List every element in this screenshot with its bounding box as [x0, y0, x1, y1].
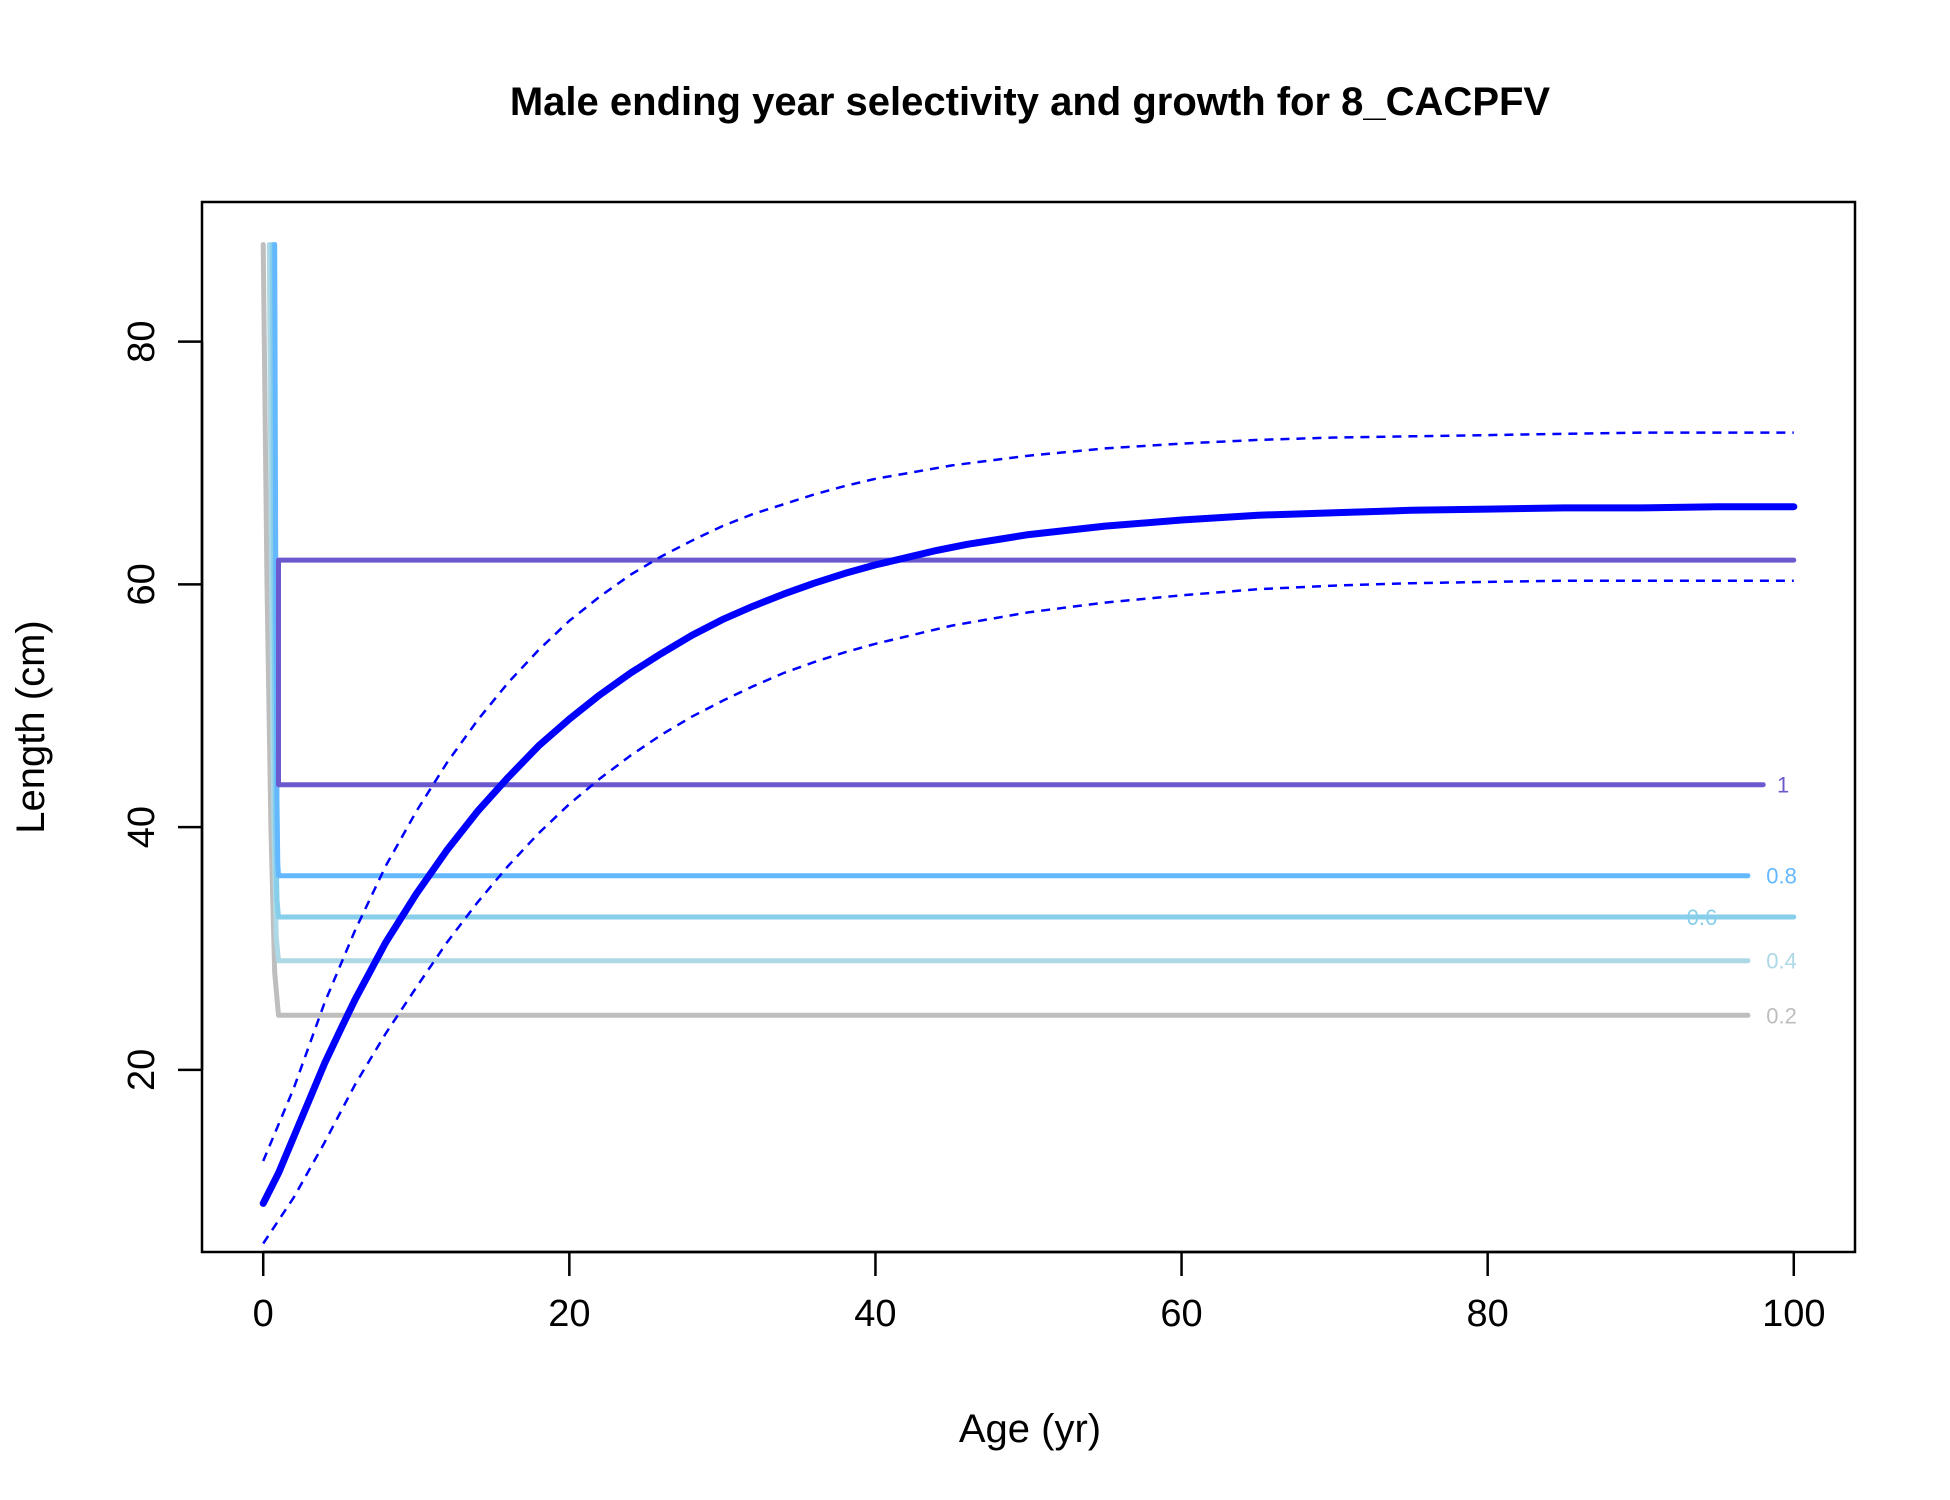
contour-label-0-2: 0.2 — [1766, 1003, 1797, 1028]
growth-upper-bound-line — [262, 431, 1794, 1162]
y-tick-label: 80 — [121, 320, 163, 362]
selectivity-contour-0-2 — [260, 242, 1751, 1018]
contour-label-0-8: 0.8 — [1766, 864, 1797, 889]
selectivity-contour-1 — [276, 557, 1797, 788]
y-tick-label: 20 — [121, 1049, 163, 1091]
x-tick-label: 80 — [1467, 1293, 1509, 1335]
plot-area: 0.2 0.4 0.6 0.8 1 — [259, 242, 1798, 1245]
selectivity-contour-0-8 — [272, 242, 1751, 879]
x-axis-label: Age (yr) — [959, 1407, 1101, 1451]
contour-label-1: 1 — [1777, 773, 1789, 798]
y-tick-label: 40 — [121, 806, 163, 848]
x-tick-label: 0 — [253, 1293, 274, 1335]
x-tick-label: 60 — [1160, 1293, 1202, 1335]
contour-label-0-4: 0.4 — [1766, 949, 1797, 974]
chart-title: Male ending year selectivity and growth … — [510, 80, 1551, 124]
y-axis: 20 40 60 80 — [121, 320, 204, 1091]
growth-lower-bound-line — [262, 579, 1794, 1245]
y-tick-label: 60 — [121, 563, 163, 605]
x-axis: 0 20 40 60 80 100 — [253, 1250, 1825, 1335]
x-tick-label: 100 — [1762, 1293, 1825, 1335]
growth-mean-line — [259, 503, 1798, 1207]
x-tick-label: 20 — [548, 1293, 590, 1335]
contour-label-0-6: 0.6 — [1687, 905, 1718, 930]
x-tick-label: 40 — [854, 1293, 896, 1335]
y-axis-label: Length (cm) — [9, 620, 53, 833]
